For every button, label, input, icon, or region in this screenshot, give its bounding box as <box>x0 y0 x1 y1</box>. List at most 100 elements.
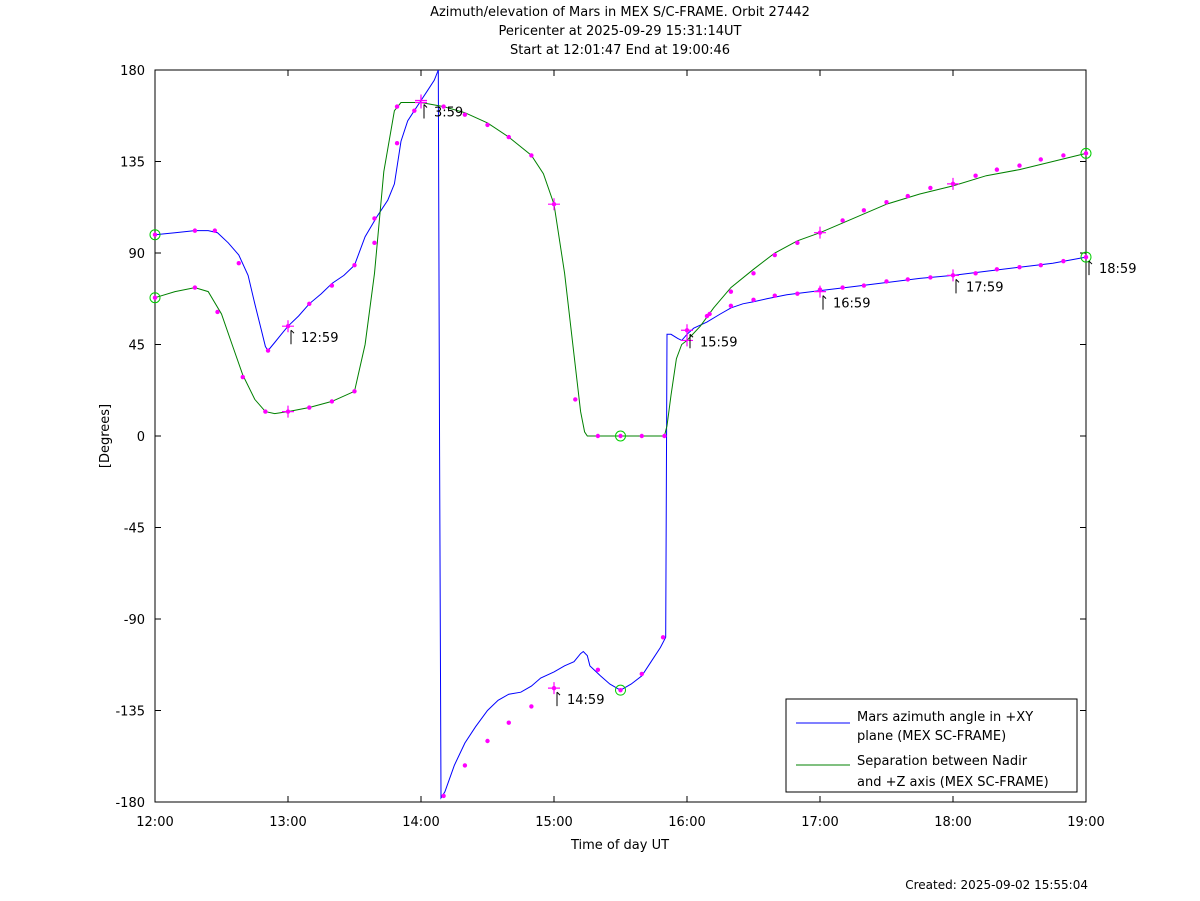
data-point-azimuth <box>412 108 417 113</box>
y-tick-label: 180 <box>120 64 145 79</box>
data-point-azimuth <box>861 283 867 288</box>
data-point-azimuth <box>529 704 534 709</box>
time-annotation-arrow <box>556 691 561 707</box>
y-tick-label: 0 <box>137 430 145 445</box>
data-point-separation <box>1083 151 1089 156</box>
data-point-separation <box>307 405 312 410</box>
data-point-azimuth <box>152 232 158 237</box>
data-point-azimuth <box>506 720 511 725</box>
data-point-separation <box>1038 157 1043 162</box>
data-point-separation <box>485 122 490 128</box>
data-point-separation <box>707 311 712 317</box>
data-point-azimuth <box>236 260 241 266</box>
data-point-separation <box>441 104 446 109</box>
time-annotation-label: 16:59 <box>833 297 870 312</box>
legend-label-separation-line-2: and +Z axis (MEX SC-FRAME) <box>857 775 1049 790</box>
reference-circle-separation <box>1080 147 1092 159</box>
data-point-separation <box>394 104 400 109</box>
legend-label-azimuth-line-2: plane (MEX SC-FRAME) <box>857 729 1006 744</box>
data-point-separation <box>639 433 644 439</box>
data-point-separation <box>662 433 667 439</box>
data-point-separation <box>192 285 198 290</box>
x-axis-label: Time of day UT <box>570 838 669 853</box>
data-point-separation <box>861 208 867 213</box>
hour-marker-separation <box>947 177 959 190</box>
data-point-separation <box>772 252 777 258</box>
chart-title-line-2: Pericenter at 2025-09-29 15:31:14UT <box>498 24 742 39</box>
data-point-azimuth <box>1038 263 1043 268</box>
data-point-separation <box>905 193 910 199</box>
data-point-separation <box>240 374 245 380</box>
legend: Mars azimuth angle in +XY plane (MEX SC-… <box>785 698 1078 793</box>
data-point-separation <box>795 240 800 246</box>
data-point-azimuth <box>994 267 1000 272</box>
data-point-azimuth <box>462 763 468 768</box>
marker-layer <box>149 94 1092 799</box>
data-point-azimuth <box>441 793 446 799</box>
series-line-azimuth <box>154 69 439 352</box>
reference-circle-azimuth <box>149 229 161 241</box>
data-point-separation <box>372 240 377 246</box>
x-tick-label: 15:00 <box>535 815 572 830</box>
data-point-separation <box>573 397 578 402</box>
data-point-separation <box>728 289 734 294</box>
reference-circle-separation <box>149 292 161 304</box>
hour-marker-separation <box>814 226 826 239</box>
data-point-azimuth <box>840 285 845 290</box>
data-point-azimuth <box>618 687 623 693</box>
y-tick-label: -180 <box>115 796 145 811</box>
data-point-separation <box>506 134 511 140</box>
data-point-azimuth <box>595 667 601 673</box>
time-annotation-label: 18:59 <box>1099 262 1136 277</box>
reference-circle-azimuth <box>1080 251 1092 263</box>
time-annotation-arrow <box>689 333 694 349</box>
x-tick-label: 18:00 <box>934 815 971 830</box>
data-point-separation <box>1061 153 1066 158</box>
data-point-separation <box>884 199 889 205</box>
data-point-azimuth <box>1061 258 1066 264</box>
data-point-azimuth <box>973 271 978 276</box>
data-point-azimuth <box>265 348 271 353</box>
data-point-separation <box>840 218 845 223</box>
y-tick-label: 45 <box>128 339 145 354</box>
reference-circle-separation <box>615 430 626 442</box>
chart-title-line-1: Azimuth/elevation of Mars in MEX S/C-FRA… <box>430 5 810 20</box>
legend-label-azimuth-line-1: Mars azimuth angle in +XY <box>857 710 1033 725</box>
data-point-separation <box>462 112 468 117</box>
time-annotation-label: 3:59 <box>434 106 463 121</box>
data-point-separation <box>994 167 1000 172</box>
data-point-azimuth <box>1083 254 1089 260</box>
data-point-azimuth <box>905 277 910 282</box>
hour-marker-azimuth <box>282 320 294 333</box>
time-annotation-arrow <box>423 104 428 119</box>
annotation-layer: 12:59 3:59 14:59 15:59 16:59 17:59 18:59 <box>290 104 1136 708</box>
reference-circle-azimuth <box>615 684 626 696</box>
data-point-separation <box>618 433 623 439</box>
data-point-separation <box>751 271 756 276</box>
axis-ticks: 12:00 13:00 14:00 15:00 16:00 17:00 18:00 19:00… <box>115 64 1104 830</box>
time-annotation-arrow <box>1088 260 1093 276</box>
time-annotation-arrow <box>822 295 827 310</box>
data-point-azimuth <box>795 291 800 296</box>
x-tick-label: 12:00 <box>136 815 173 830</box>
data-point-separation <box>973 173 978 178</box>
data-point-separation <box>595 433 601 439</box>
created-timestamp: Created: 2025-09-02 15:55:04 <box>905 878 1088 892</box>
x-tick-label: 19:00 <box>1067 815 1104 830</box>
data-point-azimuth <box>485 738 490 744</box>
data-point-azimuth <box>639 671 644 677</box>
data-point-separation <box>928 185 933 191</box>
data-point-azimuth <box>728 303 734 309</box>
data-point-separation <box>529 153 534 158</box>
data-point-azimuth <box>751 297 756 302</box>
time-annotation-arrow <box>955 279 960 294</box>
data-point-azimuth <box>307 301 312 307</box>
series-line-separation <box>154 102 1087 437</box>
data-point-azimuth <box>884 279 889 284</box>
legend-box <box>785 698 1078 793</box>
time-annotation-label: 14:59 <box>567 693 604 708</box>
x-tick-label: 16:00 <box>668 815 705 830</box>
legend-label-separation-line-1: Separation between Nadir <box>857 754 1028 769</box>
data-point-azimuth <box>212 228 218 233</box>
